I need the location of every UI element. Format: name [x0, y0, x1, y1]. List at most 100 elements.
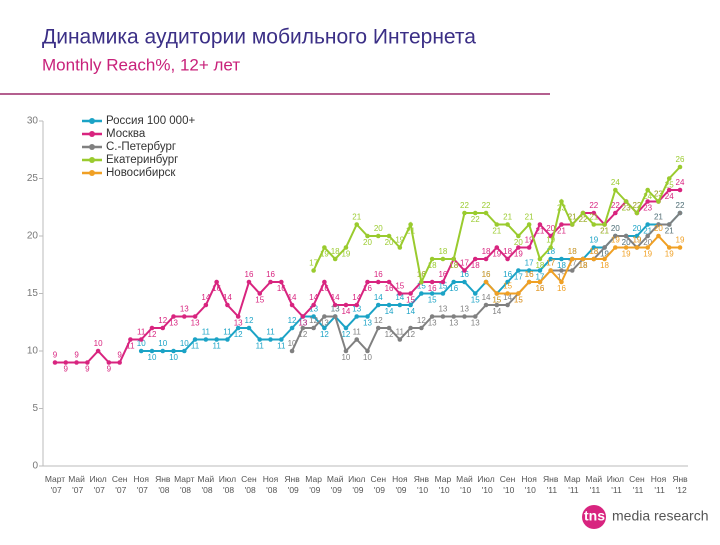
point [225, 337, 230, 342]
logo-brand: tns [584, 508, 605, 524]
data-label: 20 [546, 224, 555, 233]
data-label: 15 [514, 296, 523, 305]
point [462, 268, 467, 273]
point [494, 222, 500, 227]
point [408, 222, 413, 227]
point [548, 268, 553, 273]
data-label: 21 [557, 227, 566, 236]
point [106, 360, 112, 365]
point [203, 302, 209, 308]
point [386, 325, 392, 331]
point [419, 279, 424, 285]
data-label: 18 [471, 261, 480, 270]
x-tick-label: Сен '09 [370, 474, 386, 495]
point [559, 222, 564, 227]
data-label: 18 [579, 261, 588, 270]
data-label: 19 [643, 250, 652, 259]
data-label: 9 [74, 351, 79, 360]
point [537, 222, 543, 227]
point [634, 245, 640, 250]
point [559, 279, 564, 285]
data-label: 18 [589, 247, 598, 256]
data-label: 12 [234, 330, 243, 339]
data-label: 13 [234, 319, 243, 328]
data-label: 20 [385, 238, 394, 247]
point [559, 268, 564, 273]
data-label: 20 [643, 238, 652, 247]
data-label: 10 [363, 353, 372, 362]
point [505, 256, 510, 262]
point [117, 360, 122, 365]
data-label: 16 [277, 284, 286, 293]
point [462, 210, 467, 216]
data-label: 18 [482, 247, 491, 256]
point [386, 279, 392, 285]
data-label: 18 [546, 247, 555, 256]
data-label: 21 [589, 213, 598, 222]
data-label: 17 [568, 259, 577, 268]
data-label: 18 [449, 261, 458, 270]
data-label: 19 [600, 250, 609, 259]
data-label: 16 [363, 284, 372, 293]
point [505, 302, 510, 308]
point [526, 222, 532, 227]
point [537, 279, 543, 285]
chart-title: Динамика аудитории мобильного Интернета [42, 26, 476, 49]
point [311, 325, 316, 331]
data-label: 21 [492, 227, 501, 236]
data-label: 11 [353, 328, 362, 337]
x-tick-label: Сен '08 [241, 474, 257, 495]
data-label: 22 [632, 201, 641, 210]
data-label: 16 [503, 270, 512, 279]
data-label: 17 [460, 259, 469, 268]
data-label: 13 [471, 319, 480, 328]
point [677, 164, 683, 170]
point [472, 256, 478, 262]
data-label: 13 [320, 319, 329, 328]
data-label: 10 [137, 339, 146, 348]
x-tick-label: Март '08 [174, 474, 194, 495]
point [268, 337, 273, 342]
point [257, 291, 263, 296]
point [666, 176, 672, 181]
data-label: 22 [632, 201, 641, 210]
point [397, 245, 403, 250]
point [548, 256, 553, 262]
point [569, 222, 575, 227]
point [63, 360, 69, 365]
x-tick-label: Май '09 [327, 474, 344, 495]
data-label: 18 [568, 247, 577, 256]
point [365, 314, 370, 319]
data-label: 16 [482, 270, 491, 279]
data-label: 14 [395, 293, 404, 302]
point [74, 360, 79, 365]
data-label: 15 [406, 296, 415, 305]
legend-marker [89, 157, 95, 163]
point [623, 199, 629, 204]
data-label: 14 [201, 293, 210, 302]
point [300, 325, 306, 331]
data-label: 19 [320, 250, 329, 259]
data-label: 9 [117, 351, 122, 360]
data-label: 10 [169, 353, 178, 362]
data-label: 10 [288, 339, 297, 348]
x-tick-label: Мар '11 [564, 474, 581, 495]
point [613, 245, 618, 250]
data-label: 21 [535, 227, 544, 236]
data-label: 15 [438, 282, 447, 291]
data-label: 21 [525, 213, 534, 222]
data-label: 18 [503, 247, 512, 256]
point [623, 245, 629, 250]
point [246, 279, 252, 285]
point [419, 291, 424, 296]
point [548, 245, 553, 250]
x-tick-label: Ноя '11 [651, 474, 667, 495]
data-label: 12 [406, 330, 415, 339]
point [472, 291, 478, 296]
data-label: 22 [611, 201, 620, 210]
point [580, 256, 586, 262]
point [375, 325, 381, 331]
data-label: 10 [148, 353, 157, 362]
point [494, 291, 500, 296]
data-label: 20 [654, 224, 663, 233]
